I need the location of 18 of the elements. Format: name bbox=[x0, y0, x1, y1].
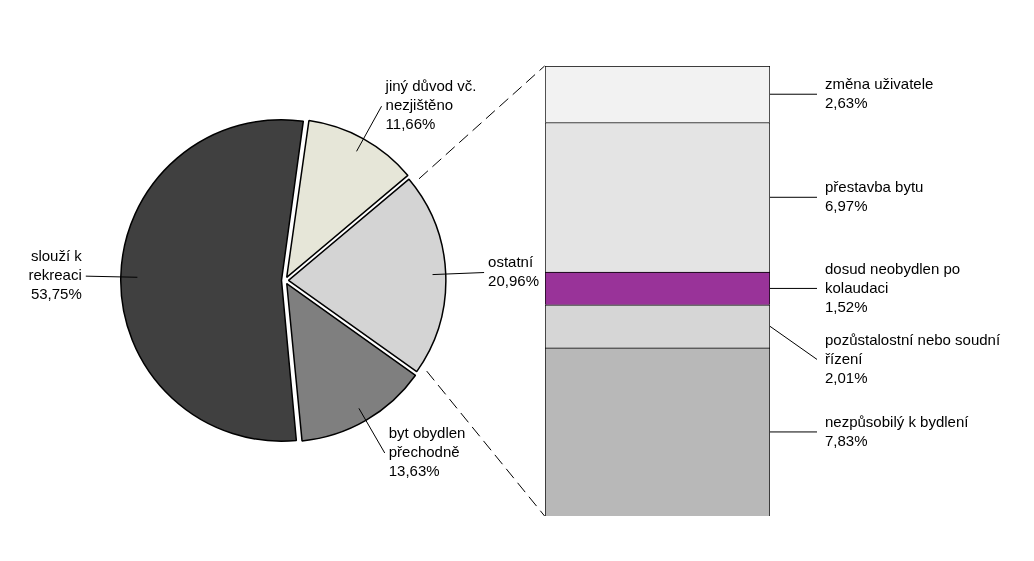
data-label: 20,96% bbox=[488, 272, 539, 290]
data-label: 1,52% bbox=[825, 297, 868, 315]
data-label: 2,01% bbox=[825, 368, 868, 386]
text: pozůstalostní nebo soudní řízení bbox=[825, 330, 1001, 367]
slice-label: byt obydlen přechodně bbox=[388, 424, 466, 461]
data-label: 53,75% bbox=[30, 285, 82, 303]
slice-label: slouží k rekreaci bbox=[28, 247, 83, 284]
data-label: 6,97% bbox=[825, 196, 868, 214]
text: změna uživatele bbox=[825, 74, 934, 92]
data-label: 7,83% bbox=[825, 431, 868, 449]
data-label: 11,66% bbox=[385, 115, 436, 133]
slice-label: ostatní bbox=[488, 253, 534, 271]
data-label: 2,63% bbox=[825, 93, 868, 111]
data-label: 13,63% bbox=[388, 462, 440, 480]
text: nezpůsobilý k bydlení bbox=[825, 412, 970, 430]
text: dosud neobydlen po kolaudaci bbox=[825, 259, 961, 296]
text: přestavba bytu bbox=[825, 177, 924, 195]
slice-label: jiný důvod vč. nezjištěno bbox=[384, 77, 477, 114]
